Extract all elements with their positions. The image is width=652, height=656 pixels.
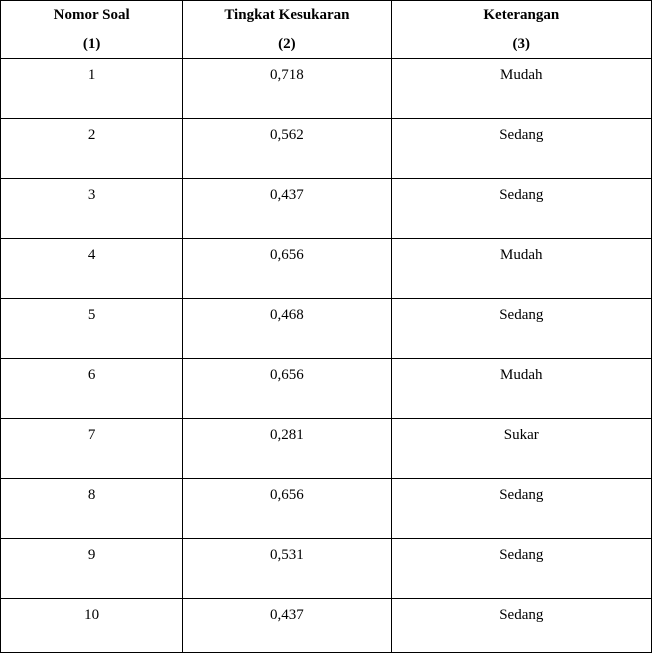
table-row: 3 0,437 Sedang [1,179,652,239]
col-header-nomor: Nomor Soal (1) [1,1,183,59]
cell-nomor: 6 [1,359,183,419]
cell-nomor: 8 [1,479,183,539]
cell-nomor: 7 [1,419,183,479]
col-header-label: Keterangan [394,7,649,24]
table-row: 2 0,562 Sedang [1,119,652,179]
cell-tingkat: 0,656 [183,239,391,299]
cell-nomor: 4 [1,239,183,299]
col-header-label: Tingkat Kesukaran [185,7,388,24]
cell-nomor: 3 [1,179,183,239]
cell-keterangan: Sedang [391,599,651,653]
cell-keterangan: Sedang [391,299,651,359]
col-header-keterangan: Keterangan (3) [391,1,651,59]
table-row: 7 0,281 Sukar [1,419,652,479]
table-row: 10 0,437 Sedang [1,599,652,653]
cell-keterangan: Mudah [391,239,651,299]
cell-keterangan: Sedang [391,119,651,179]
col-header-sub: (3) [394,36,649,53]
table-row: 4 0,656 Mudah [1,239,652,299]
cell-keterangan: Mudah [391,59,651,119]
cell-tingkat: 0,718 [183,59,391,119]
cell-tingkat: 0,437 [183,599,391,653]
table-row: 9 0,531 Sedang [1,539,652,599]
cell-nomor: 9 [1,539,183,599]
cell-keterangan: Mudah [391,359,651,419]
cell-tingkat: 0,562 [183,119,391,179]
table-row: 1 0,718 Mudah [1,59,652,119]
cell-tingkat: 0,531 [183,539,391,599]
col-header-tingkat: Tingkat Kesukaran (2) [183,1,391,59]
cell-keterangan: Sedang [391,539,651,599]
cell-keterangan: Sedang [391,179,651,239]
cell-keterangan: Sedang [391,479,651,539]
cell-nomor: 1 [1,59,183,119]
table-row: 8 0,656 Sedang [1,479,652,539]
table-body: 1 0,718 Mudah 2 0,562 Sedang 3 0,437 Sed… [1,59,652,653]
col-header-sub: (2) [185,36,388,53]
cell-tingkat: 0,656 [183,359,391,419]
cell-tingkat: 0,468 [183,299,391,359]
col-header-sub: (1) [3,36,180,53]
col-header-label: Nomor Soal [3,7,180,24]
cell-tingkat: 0,437 [183,179,391,239]
cell-keterangan: Sukar [391,419,651,479]
cell-nomor: 2 [1,119,183,179]
table-header-row: Nomor Soal (1) Tingkat Kesukaran (2) Ket… [1,1,652,59]
table-row: 5 0,468 Sedang [1,299,652,359]
cell-tingkat: 0,656 [183,479,391,539]
cell-tingkat: 0,281 [183,419,391,479]
cell-nomor: 5 [1,299,183,359]
table-row: 6 0,656 Mudah [1,359,652,419]
difficulty-table: Nomor Soal (1) Tingkat Kesukaran (2) Ket… [0,0,652,653]
cell-nomor: 10 [1,599,183,653]
